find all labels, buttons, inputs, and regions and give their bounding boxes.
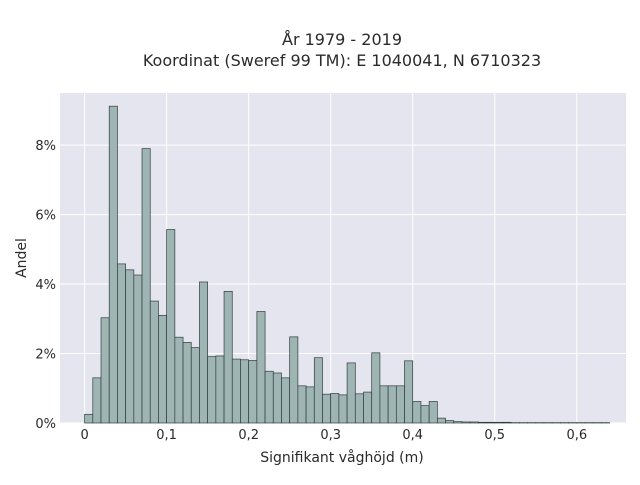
x-tick-label: 0,4 <box>402 428 423 443</box>
histogram-bar <box>413 401 421 423</box>
histogram-bar <box>298 386 306 423</box>
histogram-bar <box>331 393 339 423</box>
histogram-bar <box>290 337 298 423</box>
histogram-bar <box>199 282 207 423</box>
histogram-bar <box>126 270 134 423</box>
histogram-bar <box>314 358 322 423</box>
y-tick-label: 4% <box>35 278 56 293</box>
histogram-bar <box>372 353 380 423</box>
histogram-bar <box>503 422 511 423</box>
histogram-bar <box>158 315 166 423</box>
x-tick-label: 0,2 <box>238 428 259 443</box>
histogram-bar <box>429 401 437 423</box>
histogram-bar <box>175 337 183 423</box>
chart-title-line2: Koordinat (Sweref 99 TM): E 1040041, N 6… <box>143 51 541 70</box>
histogram-bar <box>273 373 281 423</box>
histogram-bar <box>495 422 503 423</box>
histogram-bar <box>249 360 257 423</box>
y-tick-label: 8% <box>35 139 56 154</box>
histogram-bar <box>388 386 396 423</box>
histogram-bar <box>183 342 191 423</box>
histogram-bar <box>487 422 495 423</box>
histogram-bar <box>462 422 470 423</box>
histogram-bar <box>421 406 429 423</box>
y-tick-label: 0% <box>35 417 56 432</box>
histogram-bar <box>167 230 175 423</box>
histogram-bar <box>224 291 232 423</box>
histogram-bar <box>446 421 454 423</box>
x-tick-label: 0 <box>80 428 88 443</box>
histogram-bar <box>281 378 289 423</box>
histogram-bar <box>117 264 125 423</box>
histogram-bar <box>437 418 445 423</box>
y-axis-title: Andel <box>14 238 30 278</box>
histogram-bar <box>339 395 347 423</box>
histogram-bar <box>478 422 486 423</box>
histogram-bar <box>322 394 330 423</box>
chart-title-line1: År 1979 - 2019 <box>282 30 402 49</box>
x-tick-labels: 0 0,1 0,2 0,3 0,4 0,5 0,6 <box>80 428 587 443</box>
histogram-bar <box>191 348 199 423</box>
histogram-bar <box>380 386 388 423</box>
x-tick-label: 0,5 <box>484 428 505 443</box>
histogram-bar <box>405 361 413 423</box>
x-tick-label: 0,3 <box>320 428 341 443</box>
histogram-bar <box>101 318 109 423</box>
histogram-bar <box>347 363 355 423</box>
histogram-bar <box>85 414 93 423</box>
histogram-bar <box>265 371 273 423</box>
histogram-bar <box>364 392 372 423</box>
histogram-bar <box>232 359 240 423</box>
histogram-bar <box>134 275 142 423</box>
histogram-bar <box>208 357 216 423</box>
histogram-bar <box>93 378 101 423</box>
x-tick-label: 0,6 <box>566 428 587 443</box>
histogram-bar <box>355 394 363 423</box>
histogram-bar <box>142 149 150 423</box>
histogram-bar <box>306 387 314 423</box>
histogram-bar <box>109 106 117 423</box>
histogram-bar <box>240 360 248 423</box>
histogram-bar <box>257 311 265 423</box>
histogram-bar <box>396 386 404 423</box>
histogram-bar <box>216 356 224 423</box>
x-tick-label: 0,1 <box>156 428 177 443</box>
x-axis-title: Signifikant våghöjd (m) <box>260 449 423 466</box>
y-tick-label: 6% <box>35 209 56 224</box>
y-tick-label: 2% <box>35 348 56 363</box>
y-tick-labels: 0% 2% 4% 6% 8% <box>35 139 56 432</box>
histogram-bar <box>470 422 478 423</box>
histogram-bar <box>150 301 158 423</box>
histogram-bar <box>454 422 462 423</box>
